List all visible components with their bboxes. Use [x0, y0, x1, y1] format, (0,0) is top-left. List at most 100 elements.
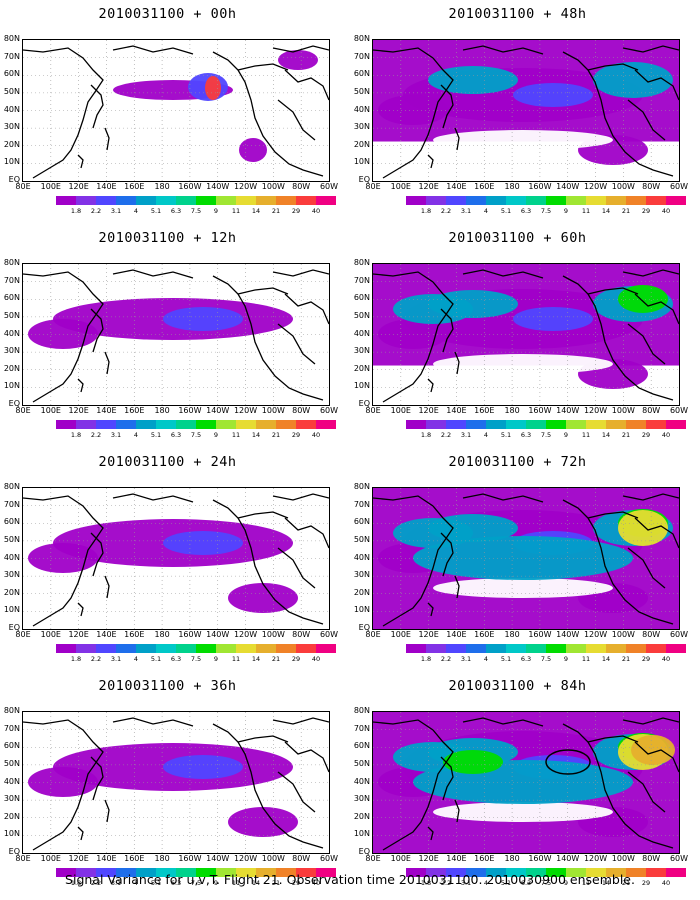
- colorbar-swatch: [446, 196, 466, 205]
- lat-tick-label: 30N: [3, 570, 20, 580]
- lon-tick-label: 160E: [474, 630, 495, 639]
- colorbar-label: 21: [271, 879, 281, 887]
- colorbar-swatch: [56, 644, 76, 653]
- colorbar-swatch: [76, 644, 96, 653]
- colorbar-swatch: [546, 420, 566, 429]
- lat-tick-label: EQ: [8, 399, 20, 408]
- lon-tick-label: 120W: [233, 406, 258, 415]
- colorbar-swatch: [606, 644, 626, 653]
- colorbar-label: 5.1: [150, 207, 162, 215]
- colorbar-swatch: [626, 644, 646, 653]
- lon-tick-label: 80E: [15, 854, 31, 863]
- lon-tick-label: 60W: [319, 630, 339, 639]
- lon-tick-label: 80E: [15, 630, 31, 639]
- colorbar: [56, 868, 336, 877]
- colorbar-label: 21: [621, 207, 631, 215]
- colorbar-swatch: [506, 420, 526, 429]
- colorbar: [406, 644, 686, 653]
- lon-tick-label: 120W: [583, 182, 608, 191]
- colorbar-label: 14: [601, 655, 611, 663]
- colorbar-swatch: [486, 196, 506, 205]
- colorbar-swatch: [626, 868, 646, 877]
- variance-field: [373, 488, 679, 629]
- colorbar-label: 4: [483, 879, 489, 887]
- map-panel: 2010031100 + 84h 80N 70N 60N 50N 40N 30N 20N 10N…: [350, 672, 688, 887]
- lat-tick-label: 20N: [353, 811, 370, 821]
- lat-tick-label: 20N: [3, 363, 20, 373]
- lat-tick-label: EQ: [8, 847, 20, 856]
- lon-tick-label: 120E: [68, 406, 89, 415]
- colorbar-swatch: [136, 644, 156, 653]
- map-panel: 2010031100 + 48h 80N 70N 60N 50N 40N 30N 20N 10N…: [350, 0, 688, 215]
- colorbar-swatch: [276, 868, 296, 877]
- colorbar-swatch: [156, 868, 176, 877]
- lat-tick-label: 20N: [353, 587, 370, 597]
- colorbar-label: 3.1: [460, 207, 472, 215]
- colorbar-label: 4: [133, 431, 139, 439]
- lat-tick-label: 60N: [353, 741, 370, 751]
- colorbar-swatch: [236, 868, 256, 877]
- lon-tick-label: 120W: [583, 854, 608, 863]
- lon-tick-label: 140E: [446, 406, 467, 415]
- colorbar-swatch: [526, 868, 546, 877]
- colorbar-swatch: [256, 420, 276, 429]
- lon-tick-label: 120E: [68, 182, 89, 191]
- colorbar-swatch: [626, 196, 646, 205]
- lon-tick-label: 100E: [390, 406, 411, 415]
- colorbar-label: 40: [311, 431, 321, 439]
- colorbar-swatch: [506, 868, 526, 877]
- colorbar-label: 9: [213, 655, 219, 663]
- lat-tick-label: 30N: [353, 794, 370, 804]
- lon-tick-label: 60W: [319, 854, 339, 863]
- lon-tick-label: 100W: [261, 182, 285, 191]
- colorbar-swatch: [566, 420, 586, 429]
- colorbar-swatch: [626, 420, 646, 429]
- map-plot: [22, 711, 330, 854]
- colorbar-swatch: [316, 420, 336, 429]
- lon-tick-label: 180: [154, 854, 170, 863]
- colorbar-swatch: [296, 644, 316, 653]
- lon-tick-label: 100E: [40, 854, 61, 863]
- lon-tick-label: 100E: [40, 406, 61, 415]
- colorbar-swatch: [256, 868, 276, 877]
- colorbar-swatch: [466, 196, 486, 205]
- lat-tick-label: 60N: [353, 517, 370, 527]
- colorbar-label: 14: [251, 431, 261, 439]
- colorbar-label: 1.8: [420, 879, 432, 887]
- lat-tick-label: 40N: [3, 328, 20, 338]
- colorbar-label: 6.3: [520, 655, 532, 663]
- lon-tick-label: 140E: [96, 854, 117, 863]
- colorbar-swatch: [406, 196, 426, 205]
- colorbar-swatch: [276, 196, 296, 205]
- colorbar-swatch: [96, 868, 116, 877]
- colorbar-label: 21: [621, 655, 631, 663]
- lon-tick-label: 160E: [474, 854, 495, 863]
- lon-tick-label: 140E: [96, 182, 117, 191]
- lat-tick-label: 50N: [3, 758, 20, 768]
- lat-tick-label: 10N: [353, 157, 370, 167]
- colorbar-label: 2.2: [440, 879, 452, 887]
- colorbar-swatch: [546, 196, 566, 205]
- lon-tick-label: 120E: [418, 182, 439, 191]
- colorbar-swatch: [216, 420, 236, 429]
- colorbar-label: 11: [581, 879, 591, 887]
- colorbar-label: 14: [601, 879, 611, 887]
- lat-tick-label: 30N: [3, 122, 20, 132]
- lat-tick-label: 20N: [3, 139, 20, 149]
- colorbar-swatch: [526, 644, 546, 653]
- lon-tick-label: 80E: [365, 854, 381, 863]
- colorbar-label: 1.8: [420, 207, 432, 215]
- colorbar-swatch: [546, 868, 566, 877]
- lon-tick-label: 100E: [390, 182, 411, 191]
- colorbar-label: 40: [311, 207, 321, 215]
- colorbar-swatch: [646, 196, 666, 205]
- lon-tick-label: 160E: [124, 406, 145, 415]
- colorbar-label: 2.2: [440, 431, 452, 439]
- colorbar-swatch: [216, 644, 236, 653]
- lon-tick-label: 80E: [365, 182, 381, 191]
- colorbar-label: 6.3: [520, 879, 532, 887]
- colorbar-label: 7.5: [540, 879, 552, 887]
- colorbar-swatch: [96, 644, 116, 653]
- lat-tick-label: 10N: [3, 829, 20, 839]
- colorbar-label: 5.1: [150, 431, 162, 439]
